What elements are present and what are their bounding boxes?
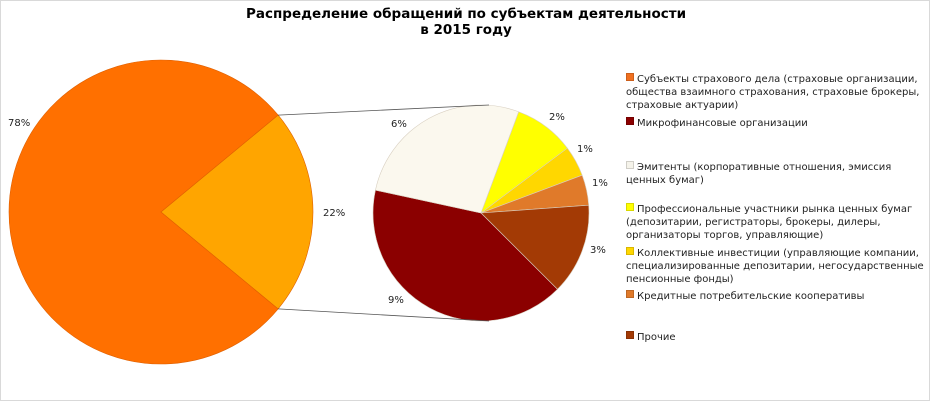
legend-swatch <box>626 203 634 211</box>
series-line <box>278 104 490 116</box>
chart-title-line-2: в 2015 году <box>420 22 512 38</box>
legend-item: Эмитенты (корпоративные отношения, эмисс… <box>626 161 924 187</box>
primary-slice <box>160 114 314 310</box>
legend-label: Коллективные инвестиции (управляющие ком… <box>626 248 924 285</box>
chart-title: Распределение обращений по субъектам дея… <box>201 6 731 38</box>
legend-swatch <box>626 331 634 339</box>
data-label: 3% <box>590 245 606 256</box>
legend-swatch <box>626 117 634 125</box>
chart-title-line-1: Распределение обращений по субъектам дея… <box>245 6 687 22</box>
legend-swatch <box>626 247 634 255</box>
secondary-slice <box>375 104 520 214</box>
legend-label: Микрофинансовые организации <box>637 118 808 129</box>
legend-item: Коллективные инвестиции (управляющие ком… <box>626 247 924 286</box>
data-label: 9% <box>388 295 404 306</box>
series-line <box>278 308 490 322</box>
legend-label: Кредитные потребительские кооперативы <box>637 291 865 302</box>
legend-label: Профессиональные участники рынка ценных … <box>626 204 913 241</box>
secondary-slice <box>372 189 558 322</box>
data-label: 6% <box>391 119 407 130</box>
legend-item: Прочие <box>626 331 924 344</box>
legend-item: Профессиональные участники рынка ценных … <box>626 203 924 242</box>
data-label: 1% <box>592 178 608 189</box>
legend-item: Кредитные потребительские кооперативы <box>626 290 924 303</box>
legend-swatch <box>626 161 634 169</box>
data-label: 22% <box>323 208 345 219</box>
data-label: 78% <box>8 118 30 129</box>
primary-slice <box>8 59 279 365</box>
data-label: 2% <box>549 112 565 123</box>
legend-item: Микрофинансовые организации <box>626 117 924 130</box>
legend-label: Эмитенты (корпоративные отношения, эмисс… <box>626 162 892 186</box>
legend-label: Прочие <box>637 332 676 343</box>
data-label: 1% <box>577 144 593 155</box>
legend-label: Субъекты страхового дела (страховые орга… <box>626 74 920 111</box>
secondary-slice <box>480 204 590 290</box>
legend-swatch <box>626 290 634 298</box>
legend-swatch <box>626 73 634 81</box>
legend-item: Субъекты страхового дела (страховые орга… <box>626 73 924 112</box>
